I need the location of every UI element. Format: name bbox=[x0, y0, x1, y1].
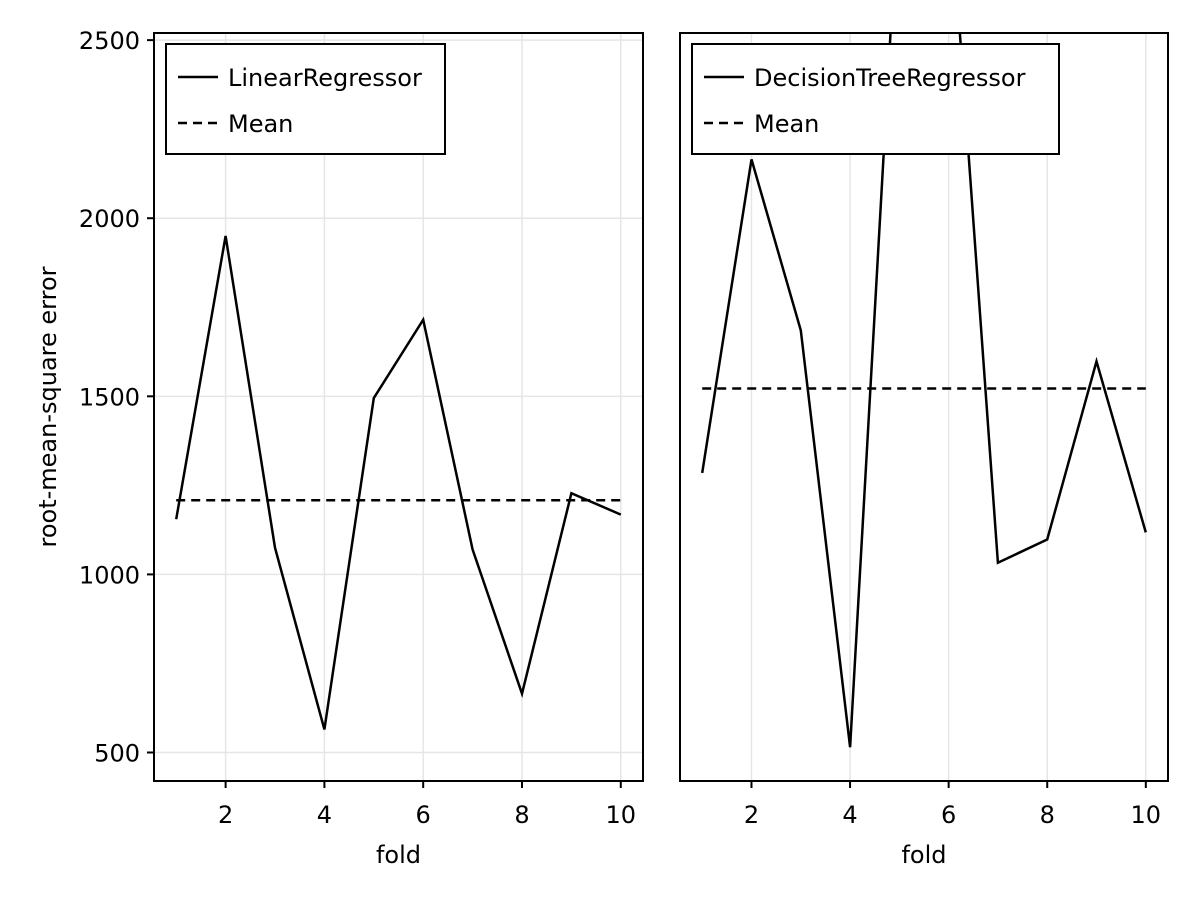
legend-label-mean: Mean bbox=[228, 110, 293, 138]
series-line-decisiontreeregressor bbox=[700, 33, 1148, 748]
x-tick-label-8: 8 bbox=[1040, 801, 1055, 829]
y-tick-label-1500: 1500 bbox=[79, 383, 140, 411]
x-tick-label-2: 2 bbox=[218, 801, 233, 829]
y-tick-label-2000: 2000 bbox=[79, 205, 140, 233]
legend-label-linearregressor: LinearRegressor bbox=[228, 64, 422, 92]
x-tick-label-10: 10 bbox=[605, 801, 636, 829]
x-tick-label-4: 4 bbox=[317, 801, 332, 829]
panel-linear-regressor: 2 4 6 8 10 500 1000 1500 2000 2500 fold root-mean-s… bbox=[34, 27, 644, 869]
legend-box bbox=[691, 43, 1060, 155]
y-axis-label: root-mean-square error bbox=[34, 266, 62, 547]
panel-decision-tree-regressor: 2 4 6 8 10 fold DecisionTreeRegressor Mean bbox=[679, 32, 1169, 869]
x-tick-label-4: 4 bbox=[842, 801, 857, 829]
legend: LinearRegressor Mean bbox=[165, 43, 446, 155]
x-tick-label-10: 10 bbox=[1131, 801, 1162, 829]
x-tick-label-6: 6 bbox=[416, 801, 431, 829]
y-tick-label-1000: 1000 bbox=[79, 561, 140, 589]
x-axis-label: fold bbox=[376, 841, 421, 869]
legend-label-decisiontreeregressor: DecisionTreeRegressor bbox=[754, 64, 1026, 92]
axes-frame bbox=[679, 32, 1169, 782]
series-line-linearregressor bbox=[174, 235, 622, 730]
axes-frame bbox=[153, 32, 644, 782]
x-tick-label-6: 6 bbox=[941, 801, 956, 829]
plot-content bbox=[174, 235, 622, 730]
y-tick-label-500: 500 bbox=[94, 740, 140, 768]
y-tick-label-2500: 2500 bbox=[79, 27, 140, 55]
x-tick-label-8: 8 bbox=[514, 801, 529, 829]
legend: DecisionTreeRegressor Mean bbox=[691, 43, 1060, 155]
x-tick-label-2: 2 bbox=[744, 801, 759, 829]
legend-box bbox=[165, 43, 446, 155]
legend-label-mean: Mean bbox=[754, 110, 819, 138]
plot-content bbox=[700, 33, 1148, 748]
x-axis-label: fold bbox=[901, 841, 946, 869]
